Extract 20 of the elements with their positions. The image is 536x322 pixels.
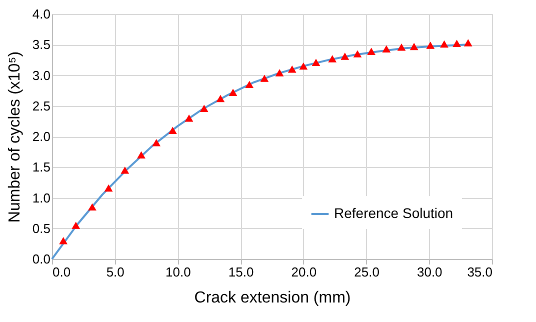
x-tick-label: 10.0 xyxy=(166,264,191,280)
x-axis-title: Crack extension (mm) xyxy=(194,290,351,306)
y-tick-label: 4.0 xyxy=(32,6,50,22)
legend-label: Reference Solution xyxy=(334,205,454,221)
x-tick-label: 15.0 xyxy=(228,264,254,280)
y-tick-label: 1.0 xyxy=(32,190,50,206)
y-axis-title: Number of cycles (x10⁵) xyxy=(6,51,24,223)
x-tick-label: 30.0 xyxy=(416,264,442,280)
x-tick-label: 5.0 xyxy=(106,264,124,280)
x-tick-label: 35.0 xyxy=(467,264,492,280)
y-tick-label: 1.5 xyxy=(32,160,50,175)
x-tick-label: 0.0 xyxy=(52,264,71,280)
y-tick-label: 0.0 xyxy=(32,252,50,266)
y-tick-label: 3.0 xyxy=(32,68,50,83)
y-tick-label: 3.5 xyxy=(32,37,50,52)
y-tick-label: 2.5 xyxy=(32,98,50,114)
y-tick-label: 2.0 xyxy=(32,129,50,144)
x-tick-label: 25.0 xyxy=(354,264,380,280)
y-tick-label: 0.5 xyxy=(32,220,50,236)
x-tick-label: 20.0 xyxy=(291,264,317,280)
